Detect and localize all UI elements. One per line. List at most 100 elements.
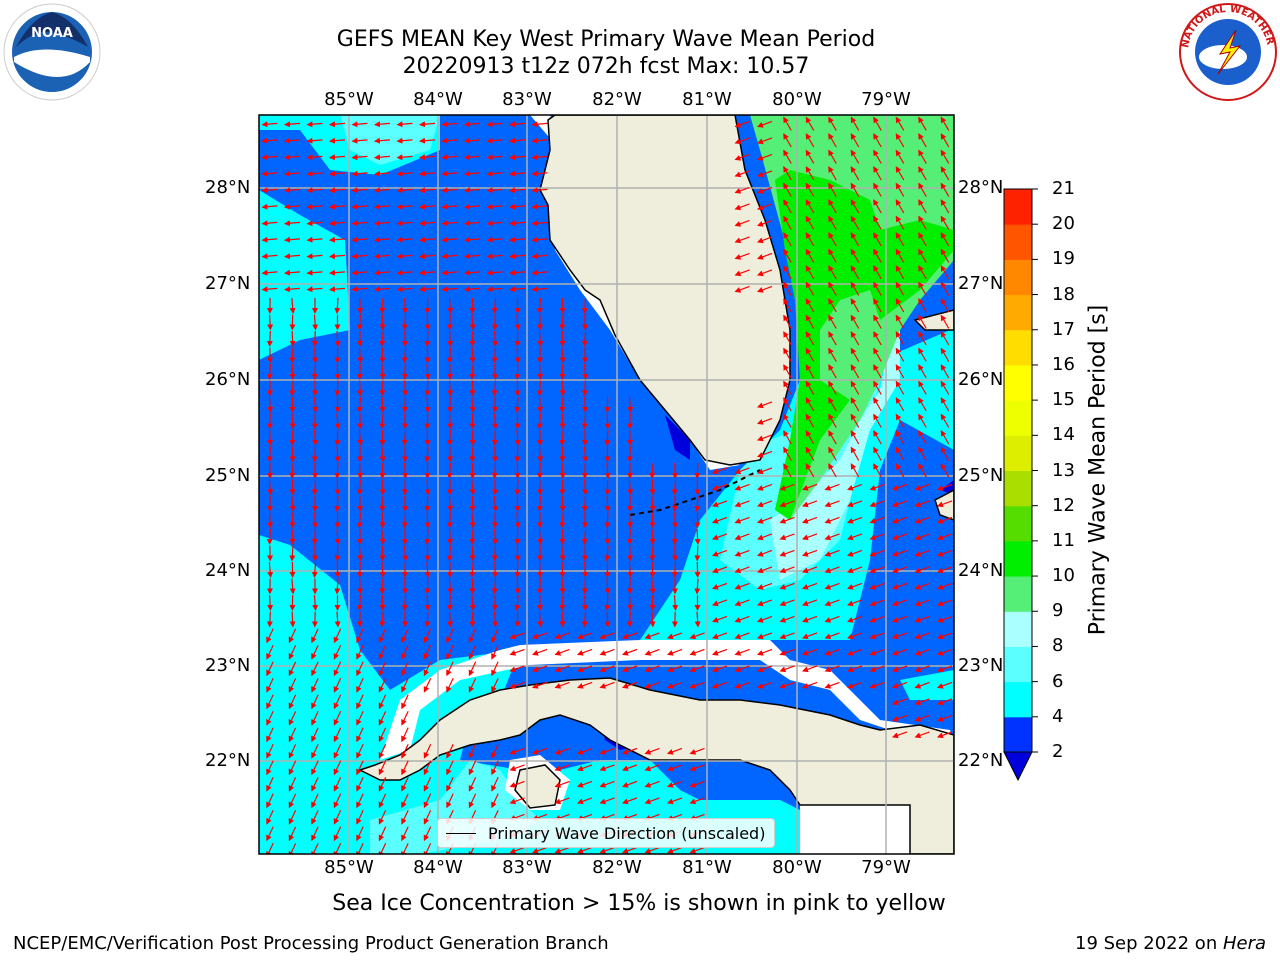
wave-arrow [464, 170, 481, 177]
wave-arrow [333, 760, 342, 776]
wave-arrow [424, 413, 431, 430]
wave-arrow [424, 396, 431, 413]
wave-arrow [689, 648, 705, 656]
wave-arrow [824, 500, 840, 508]
wave-arrow [329, 236, 346, 243]
wave-arrow [783, 463, 792, 478]
colorbar-segment [1004, 294, 1032, 331]
wave-arrow [536, 297, 543, 314]
wave-arrow [869, 681, 885, 689]
lat-label-right: 25°N [958, 465, 1004, 486]
wave-arrow [374, 203, 391, 210]
wave-arrow [712, 648, 728, 656]
wave-arrow [491, 578, 498, 595]
colorbar-segment [1004, 470, 1032, 507]
wave-arrow [378, 644, 387, 660]
wave-arrow [828, 463, 837, 478]
wave-arrow [850, 149, 860, 164]
wave-arrow [378, 661, 387, 677]
wave-arrow [356, 776, 364, 792]
wave-arrow [937, 615, 953, 623]
wave-arrow [288, 661, 297, 677]
wave-arrow [419, 121, 436, 128]
wave-arrow [622, 681, 638, 689]
wave-arrow [914, 632, 930, 640]
wave-arrow [918, 182, 927, 197]
wave-arrow [873, 149, 882, 164]
wave-arrow [940, 430, 950, 445]
wave-arrow [288, 826, 297, 842]
wave-arrow [892, 731, 908, 739]
wave-arrow [379, 297, 386, 314]
wave-arrow [374, 220, 391, 227]
wave-arrow [423, 628, 432, 644]
wave-arrow [626, 528, 633, 545]
wave-arrow [401, 347, 408, 364]
wave-direction-arrows [261, 116, 953, 854]
wave-arrow [873, 364, 882, 379]
wave-arrow [532, 681, 548, 689]
wave-arrow [333, 842, 342, 854]
wave-arrow [356, 793, 364, 809]
wave-arrow [757, 219, 773, 227]
wave-arrow [805, 265, 815, 280]
wave-arrow [374, 121, 391, 128]
wave-arrow [288, 743, 297, 759]
wave-arrow [532, 747, 548, 755]
wave-arrow [918, 430, 927, 445]
wave-arrow [401, 826, 409, 842]
wave-arrow [509, 121, 526, 128]
wave-arrow [734, 186, 750, 194]
wave-arrow [734, 582, 750, 590]
wave-arrow [828, 215, 837, 230]
wave-arrow [604, 545, 611, 562]
wave-arrow [734, 219, 750, 227]
lon-label-top: 81°W [682, 89, 732, 110]
wave-arrow [937, 648, 953, 656]
wave-arrow [334, 330, 341, 347]
wave-arrow [937, 698, 953, 706]
wave-arrow [333, 661, 342, 677]
wave-arrow [312, 314, 319, 331]
wave-arrow [667, 780, 683, 788]
legend-line-icon [446, 832, 476, 834]
wave-arrow [509, 187, 526, 194]
wave-arrow [914, 549, 930, 557]
wave-arrow [734, 549, 750, 557]
wave-arrow [712, 566, 728, 574]
wave-arrow [667, 747, 683, 755]
colorbar [1003, 188, 1038, 782]
wave-arrow [424, 314, 431, 331]
wave-arrow [622, 747, 638, 755]
wave-arrow [424, 495, 431, 512]
wave-arrow [873, 331, 882, 346]
wave-arrow [757, 120, 773, 128]
wave-arrow [828, 281, 837, 296]
wave-arrow [284, 269, 301, 276]
wave-arrow [329, 269, 346, 276]
wave-arrow [419, 137, 436, 144]
wave-arrow [311, 363, 318, 380]
wave-arrow [873, 380, 882, 395]
wave-arrow [402, 297, 409, 314]
wave-arrow [261, 269, 278, 276]
wave-arrow [266, 842, 274, 854]
wave-arrow [306, 170, 323, 177]
wave-arrow [757, 153, 773, 161]
wave-arrow [805, 446, 815, 461]
colorbar-tick-label: 20 [1052, 213, 1075, 235]
wave-arrow [486, 170, 503, 177]
wave-arrow [895, 380, 905, 395]
wave-arrow [667, 797, 683, 805]
wave-arrow [536, 413, 543, 430]
wave-arrow [491, 297, 498, 314]
wave-arrow [779, 549, 795, 557]
wave-arrow [622, 648, 638, 656]
wave-arrow [289, 462, 296, 479]
wave-arrow [559, 429, 566, 446]
wave-arrow [914, 566, 930, 574]
wave-arrow [757, 516, 773, 524]
wave-arrow [757, 533, 773, 541]
wave-arrow [514, 396, 521, 413]
wave-arrow [468, 644, 477, 660]
